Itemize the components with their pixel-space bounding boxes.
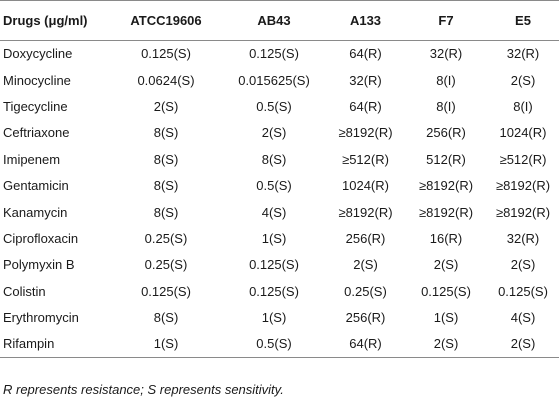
mic-value-cell: 0.5(S) [222, 330, 326, 358]
mic-value-cell: 64(R) [349, 98, 382, 114]
mic-value-cell: 8(S) [153, 151, 179, 167]
mic-value-cell: 0.125(S) [498, 283, 548, 299]
mic-value-cell: 4(S) [510, 310, 536, 326]
mic-value-cell: 8(S) [153, 204, 179, 220]
drug-name-cell: Erythromycin [3, 310, 79, 326]
mic-value-cell: 32(R) [349, 72, 382, 88]
table-row: Erythromycin 8(S) 1(S) 256(R) 1(S) 4(S) [0, 304, 559, 330]
mic-value-cell: 1024(R) [499, 125, 547, 141]
mic-value-cell: 8(S) [153, 178, 179, 194]
mic-value-cell: 2(S) [510, 72, 536, 88]
mic-value-cell: 32(R) [506, 46, 540, 62]
mic-table: Drugs (μg/ml) ATCC19606 AB43 A133 F7 E5 … [0, 0, 559, 358]
column-header-a133: A133 [326, 0, 405, 41]
mic-value-cell: 1(S) [261, 310, 287, 326]
drug-name-cell: Polymyxin B [3, 257, 75, 273]
mic-value-cell: 2(S) [487, 330, 559, 358]
table-body: Doxycycline 0.125(S) 0.125(S) 64(R) 32(R) 32(… [0, 41, 559, 358]
mic-value-cell: 32(R) [506, 230, 540, 246]
mic-value-cell: 1(S) [261, 230, 287, 246]
mic-value-cell: 0.125(S) [421, 283, 471, 299]
drug-name-cell: Kanamycin [3, 204, 68, 220]
drug-name-cell: Minocycline [3, 72, 71, 88]
table-row: Tigecycline 2(S) 0.5(S) 64(R) 8(I) 8(I) [0, 93, 559, 119]
mic-value-cell: 2(S) [405, 330, 487, 358]
mic-value-cell: 8(S) [153, 310, 179, 326]
mic-value-cell: 1024(R) [342, 178, 389, 194]
mic-value-cell: ≥512(R) [499, 151, 547, 167]
table-row: Ceftriaxone 8(S) 2(S) ≥8192(R) 256(R) 1024(R) [0, 120, 559, 146]
mic-value-cell: 2(S) [153, 98, 179, 114]
mic-value-cell: 8(S) [153, 125, 179, 141]
mic-value-cell: 2(S) [510, 257, 536, 273]
drug-name-cell: Rifampin [0, 330, 110, 358]
mic-value-cell: 512(R) [426, 151, 466, 167]
column-header-e5: E5 [487, 0, 559, 41]
mic-value-cell: ≥8192(R) [338, 204, 393, 220]
mic-value-cell: ≥512(R) [342, 151, 389, 167]
column-header-f7: F7 [405, 0, 487, 41]
mic-value-cell: 16(R) [429, 230, 463, 246]
mic-value-cell: ≥8192(R) [338, 125, 393, 141]
mic-value-cell: 2(S) [261, 125, 287, 141]
mic-value-cell: 0.125(S) [249, 283, 299, 299]
mic-value-cell: 8(I) [436, 72, 456, 88]
mic-value-cell: 1(S) [433, 310, 459, 326]
mic-value-cell: 0.0624(S) [137, 72, 195, 88]
mic-value-cell: 8(I) [513, 98, 533, 114]
mic-value-cell: 32(R) [429, 46, 463, 62]
mic-value-cell: ≥8192(R) [495, 178, 551, 194]
mic-value-cell: 256(R) [345, 310, 386, 326]
drug-name-cell: Tigecycline [3, 98, 68, 114]
drug-name-cell: Ciprofloxacin [3, 230, 79, 246]
mic-value-cell: 64(R) [326, 330, 405, 358]
mic-value-cell: ≥8192(R) [418, 204, 474, 220]
table-row: Gentamicin 8(S) 0.5(S) 1024(R) ≥8192(R) ≥8192… [0, 172, 559, 198]
drug-name-cell: Doxycycline [3, 46, 73, 62]
drug-name-cell: Gentamicin [3, 178, 69, 194]
drug-name-cell: Colistin [3, 283, 46, 299]
drug-name-cell: Imipenem [3, 151, 61, 167]
column-header-drugs: Drugs (μg/ml) [0, 0, 110, 41]
mic-value-cell: 0.125(S) [249, 46, 299, 62]
table-row: Rifampin 1(S) 0.5(S) 64(R) 2(S) 2(S) [0, 330, 559, 358]
mic-value-cell: 1(S) [110, 330, 222, 358]
mic-value-cell: 8(S) [261, 151, 287, 167]
mic-value-cell: 0.5(S) [256, 98, 292, 114]
mic-value-cell: 0.015625(S) [238, 72, 310, 88]
table-row: Imipenem 8(S) 8(S) ≥512(R) 512(R) ≥512(R) [0, 146, 559, 172]
column-header-ab43: AB43 [222, 0, 326, 41]
mic-value-cell: 8(I) [436, 98, 456, 114]
table-row: Ciprofloxacin 0.25(S) 1(S) 256(R) 16(R) 32(R) [0, 225, 559, 251]
table-row: Polymyxin B 0.25(S) 0.125(S) 2(S) 2(S) 2(S) [0, 252, 559, 278]
column-header-atcc19606: ATCC19606 [110, 0, 222, 41]
mic-value-cell: 0.25(S) [344, 283, 387, 299]
mic-value-cell: 0.125(S) [141, 283, 191, 299]
mic-value-cell: 2(S) [353, 257, 378, 273]
table-row: Minocycline 0.0624(S) 0.015625(S) 32(R) 8(I)… [0, 67, 559, 93]
mic-value-cell: ≥8192(R) [495, 204, 551, 220]
mic-value-cell: 256(R) [345, 230, 386, 246]
mic-value-cell: 64(R) [349, 46, 382, 62]
table-row: Kanamycin 8(S) 4(S) ≥8192(R) ≥8192(R) ≥8192(R… [0, 199, 559, 225]
table-row: Colistin 0.125(S) 0.125(S) 0.25(S) 0.125(S) 0… [0, 278, 559, 304]
mic-value-cell: ≥8192(R) [418, 178, 474, 194]
mic-value-cell: 0.125(S) [249, 257, 299, 273]
mic-value-cell: 0.25(S) [144, 230, 188, 246]
table-row: Doxycycline 0.125(S) 0.125(S) 64(R) 32(R) 32(… [0, 41, 559, 67]
mic-value-cell: 2(S) [433, 257, 459, 273]
mic-value-cell: 0.5(S) [256, 178, 292, 194]
mic-value-cell: 4(S) [261, 204, 287, 220]
mic-value-cell: 0.125(S) [141, 46, 191, 62]
mic-value-cell: 256(R) [426, 125, 466, 141]
mic-value-cell: 0.25(S) [144, 257, 188, 273]
drug-name-cell: Ceftriaxone [3, 125, 70, 141]
table-footnote: R represents resistance; S represents se… [3, 382, 284, 397]
header-row: Drugs (μg/ml) ATCC19606 AB43 A133 F7 E5 [0, 0, 559, 41]
